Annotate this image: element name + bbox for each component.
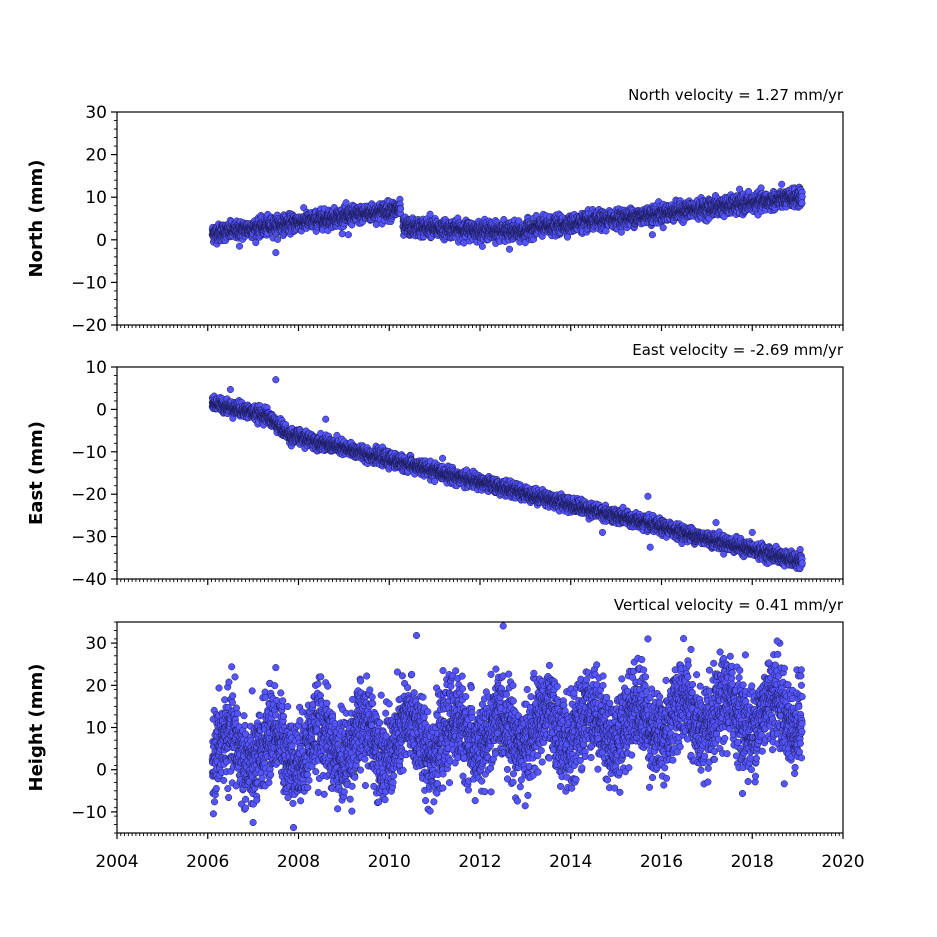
north-outlier-point	[235, 242, 244, 250]
north-data-point	[396, 205, 405, 213]
north-outlier-point	[426, 210, 434, 218]
north-ytick-label: 30	[85, 103, 107, 123]
north-outlier-point	[505, 245, 514, 253]
north-data-point	[342, 199, 350, 207]
north-data-point	[338, 230, 346, 238]
east-data-points	[208, 376, 806, 573]
north-data-point	[778, 180, 786, 188]
north-data-point	[659, 224, 667, 232]
north-ytick-label: 0	[96, 231, 107, 251]
north-data-point	[744, 187, 753, 195]
north-data-point	[798, 199, 806, 207]
north-ytick-label: −10	[71, 273, 107, 293]
north-outlier-point	[344, 231, 352, 239]
north-ytick-label: 10	[85, 188, 107, 208]
north-panel: −20 −10 0 10 20 30 North velocity = 1.27 mm/yr…	[26, 86, 844, 336]
north-outlier-point	[648, 231, 656, 239]
north-ytick-label: 20	[85, 146, 107, 166]
north-data-point	[478, 242, 486, 250]
north-velocity-title: North velocity = 1.27 mm/yr	[628, 86, 844, 104]
north-data-point	[798, 193, 806, 201]
north-data-point	[274, 235, 282, 243]
north-ylabel: North (mm)	[26, 160, 47, 278]
north-data-points	[208, 180, 806, 257]
north-ytick-label: −20	[71, 316, 107, 336]
north-outlier-point	[272, 249, 280, 257]
